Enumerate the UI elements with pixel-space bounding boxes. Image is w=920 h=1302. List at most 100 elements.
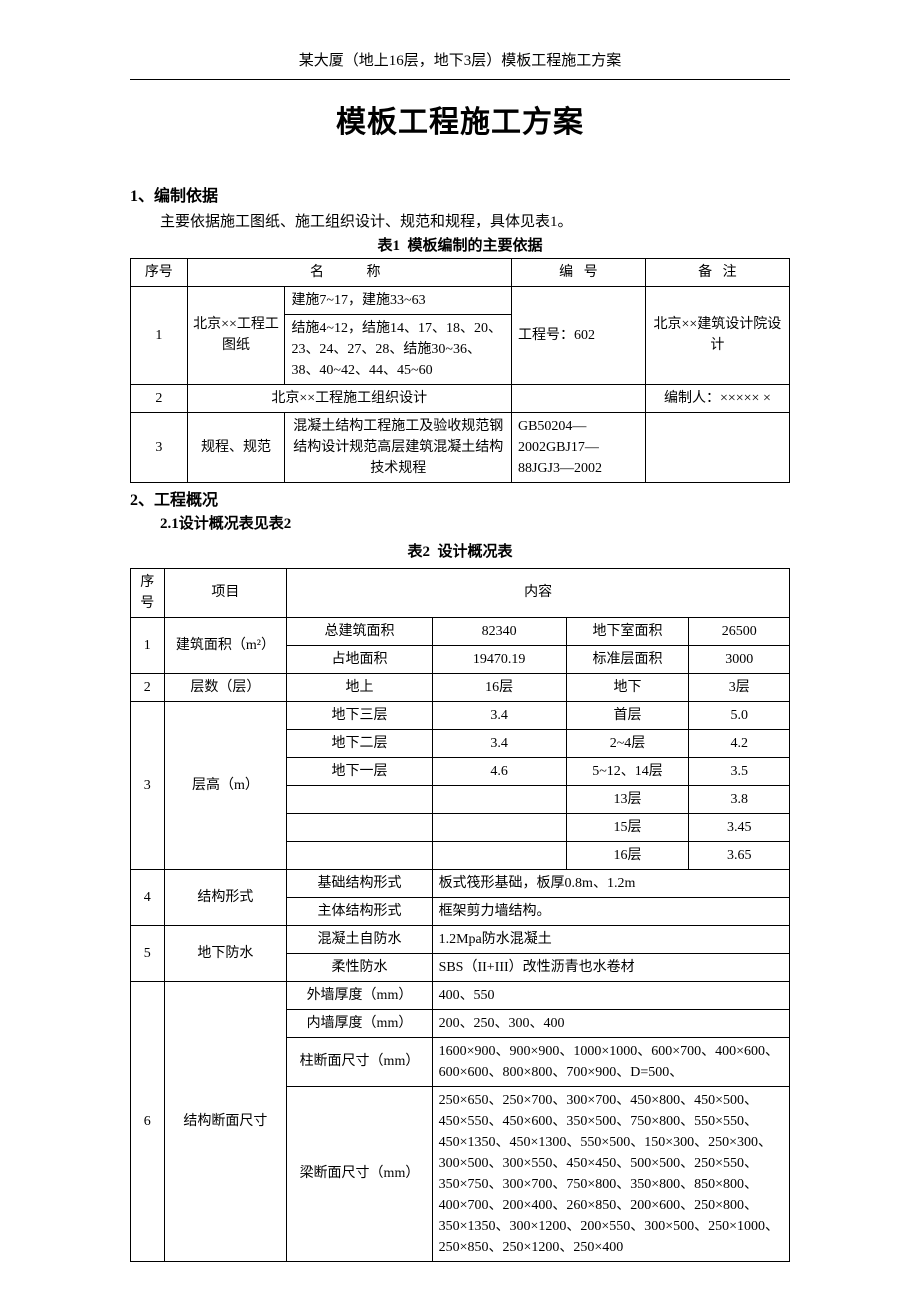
cell: 5~12、14层 bbox=[566, 757, 689, 785]
th-seq: 序号 bbox=[131, 568, 165, 617]
table-row: 6 结构断面尺寸 外墙厚度（mm） 400、550 bbox=[131, 981, 790, 1009]
cell: 北京××工程工图纸 bbox=[187, 286, 285, 384]
cell: 外墙厚度（mm） bbox=[287, 981, 432, 1009]
cell: 层数（层） bbox=[164, 673, 287, 701]
table-row: 2 层数（层） 地上 16层 地下 3层 bbox=[131, 673, 790, 701]
th-seq: 序号 bbox=[131, 258, 188, 286]
table1: 序号 名 称 编 号 备 注 1 北京××工程工图纸 建施7~17，建施33~6… bbox=[130, 258, 790, 483]
cell: 框架剪力墙结构。 bbox=[432, 897, 789, 925]
cell: 建筑面积（m²） bbox=[164, 617, 287, 673]
cell: 规程、规范 bbox=[187, 412, 285, 482]
cell: 3.5 bbox=[689, 757, 790, 785]
th-content: 内容 bbox=[287, 568, 790, 617]
cell: 3.8 bbox=[689, 785, 790, 813]
th-name: 名 称 bbox=[187, 258, 511, 286]
cell: 结构形式 bbox=[164, 869, 287, 925]
cell: 1 bbox=[131, 617, 165, 673]
section2-heading: 2、工程概况 bbox=[130, 489, 790, 513]
cell: 编制人：××××× × bbox=[645, 384, 789, 412]
cell: 梁断面尺寸（mm） bbox=[287, 1086, 432, 1261]
cell: 400、550 bbox=[432, 981, 789, 1009]
cell: 内墙厚度（mm） bbox=[287, 1009, 432, 1037]
cell: 地下一层 bbox=[287, 757, 432, 785]
section2-subheading: 2.1设计概况表见表2 bbox=[160, 513, 790, 536]
cell: 地上 bbox=[287, 673, 432, 701]
table-row: 1 北京××工程工图纸 建施7~17，建施33~63 工程号：602 北京××建… bbox=[131, 286, 790, 314]
cell: 1 bbox=[131, 286, 188, 384]
cell: 1600×900、900×900、1000×1000、600×700、400×6… bbox=[432, 1037, 789, 1086]
table1-title: 表1 模板编制的主要依据 bbox=[130, 235, 790, 258]
cell bbox=[287, 841, 432, 869]
table-row: 5 地下防水 混凝土自防水 1.2Mpa防水混凝土 bbox=[131, 925, 790, 953]
cell: 2 bbox=[131, 673, 165, 701]
cell: 2 bbox=[131, 384, 188, 412]
cell: 结构断面尺寸 bbox=[164, 981, 287, 1261]
cell: 柔性防水 bbox=[287, 953, 432, 981]
table-row: 1 建筑面积（m²） 总建筑面积 82340 地下室面积 26500 bbox=[131, 617, 790, 645]
page-header: 某大厦（地上16层，地下3层）模板工程施工方案 bbox=[130, 50, 790, 80]
cell: 北京××建筑设计院设计 bbox=[645, 286, 789, 384]
cell: 3 bbox=[131, 701, 165, 869]
cell: 3层 bbox=[689, 673, 790, 701]
cell: 4 bbox=[131, 869, 165, 925]
cell bbox=[432, 841, 566, 869]
cell: 地下二层 bbox=[287, 729, 432, 757]
cell: GB50204—2002GBJ17—88JGJ3—2002 bbox=[511, 412, 645, 482]
cell: 250×650、250×700、300×700、450×800、450×500、… bbox=[432, 1086, 789, 1261]
table-row: 3 层高（m） 地下三层 3.4 首层 5.0 bbox=[131, 701, 790, 729]
cell bbox=[287, 813, 432, 841]
cell bbox=[645, 412, 789, 482]
table2: 序号 项目 内容 1 建筑面积（m²） 总建筑面积 82340 地下室面积 26… bbox=[130, 568, 790, 1262]
cell: 1.2Mpa防水混凝土 bbox=[432, 925, 789, 953]
cell bbox=[287, 785, 432, 813]
cell: 3.65 bbox=[689, 841, 790, 869]
th-item: 项目 bbox=[164, 568, 287, 617]
table-row: 序号 名 称 编 号 备 注 bbox=[131, 258, 790, 286]
cell: 建施7~17，建施33~63 bbox=[285, 286, 512, 314]
cell: 占地面积 bbox=[287, 645, 432, 673]
cell: 地下三层 bbox=[287, 701, 432, 729]
cell: 19470.19 bbox=[432, 645, 566, 673]
cell: 地下 bbox=[566, 673, 689, 701]
table-row: 2 北京××工程施工组织设计 编制人：××××× × bbox=[131, 384, 790, 412]
cell: 主体结构形式 bbox=[287, 897, 432, 925]
cell: 北京××工程施工组织设计 bbox=[187, 384, 511, 412]
cell: 26500 bbox=[689, 617, 790, 645]
cell: 13层 bbox=[566, 785, 689, 813]
cell: 6 bbox=[131, 981, 165, 1261]
th-remark: 备 注 bbox=[645, 258, 789, 286]
cell: 4.2 bbox=[689, 729, 790, 757]
cell: 柱断面尺寸（mm） bbox=[287, 1037, 432, 1086]
cell: 5.0 bbox=[689, 701, 790, 729]
section1-heading: 1、编制依据 bbox=[130, 185, 790, 209]
cell: 16层 bbox=[566, 841, 689, 869]
cell: 层高（m） bbox=[164, 701, 287, 869]
cell: 4.6 bbox=[432, 757, 566, 785]
th-code: 编 号 bbox=[511, 258, 645, 286]
cell: 3.45 bbox=[689, 813, 790, 841]
cell: SBS（II+III）改性沥青也水卷材 bbox=[432, 953, 789, 981]
cell: 地下室面积 bbox=[566, 617, 689, 645]
cell: 板式筏形基础，板厚0.8m、1.2m bbox=[432, 869, 789, 897]
cell: 3 bbox=[131, 412, 188, 482]
cell: 15层 bbox=[566, 813, 689, 841]
table-row: 序号 项目 内容 bbox=[131, 568, 790, 617]
cell: 2~4层 bbox=[566, 729, 689, 757]
cell bbox=[432, 813, 566, 841]
cell bbox=[511, 384, 645, 412]
table-row: 3 规程、规范 混凝土结构工程施工及验收规范钢结构设计规范高层建筑混凝土结构技术… bbox=[131, 412, 790, 482]
cell: 3000 bbox=[689, 645, 790, 673]
main-title: 模板工程施工方案 bbox=[130, 100, 790, 145]
cell: 3.4 bbox=[432, 701, 566, 729]
cell: 工程号：602 bbox=[511, 286, 645, 384]
cell: 5 bbox=[131, 925, 165, 981]
cell: 基础结构形式 bbox=[287, 869, 432, 897]
cell: 82340 bbox=[432, 617, 566, 645]
cell: 200、250、300、400 bbox=[432, 1009, 789, 1037]
cell: 结施4~12，结施14、17、18、20、23、24、27、28、结施30~36… bbox=[285, 314, 512, 384]
cell: 总建筑面积 bbox=[287, 617, 432, 645]
table2-title: 表2 设计概况表 bbox=[130, 541, 790, 564]
cell: 3.4 bbox=[432, 729, 566, 757]
section1-intro: 主要依据施工图纸、施工组织设计、规范和规程，具体见表1。 bbox=[130, 211, 790, 234]
cell bbox=[432, 785, 566, 813]
